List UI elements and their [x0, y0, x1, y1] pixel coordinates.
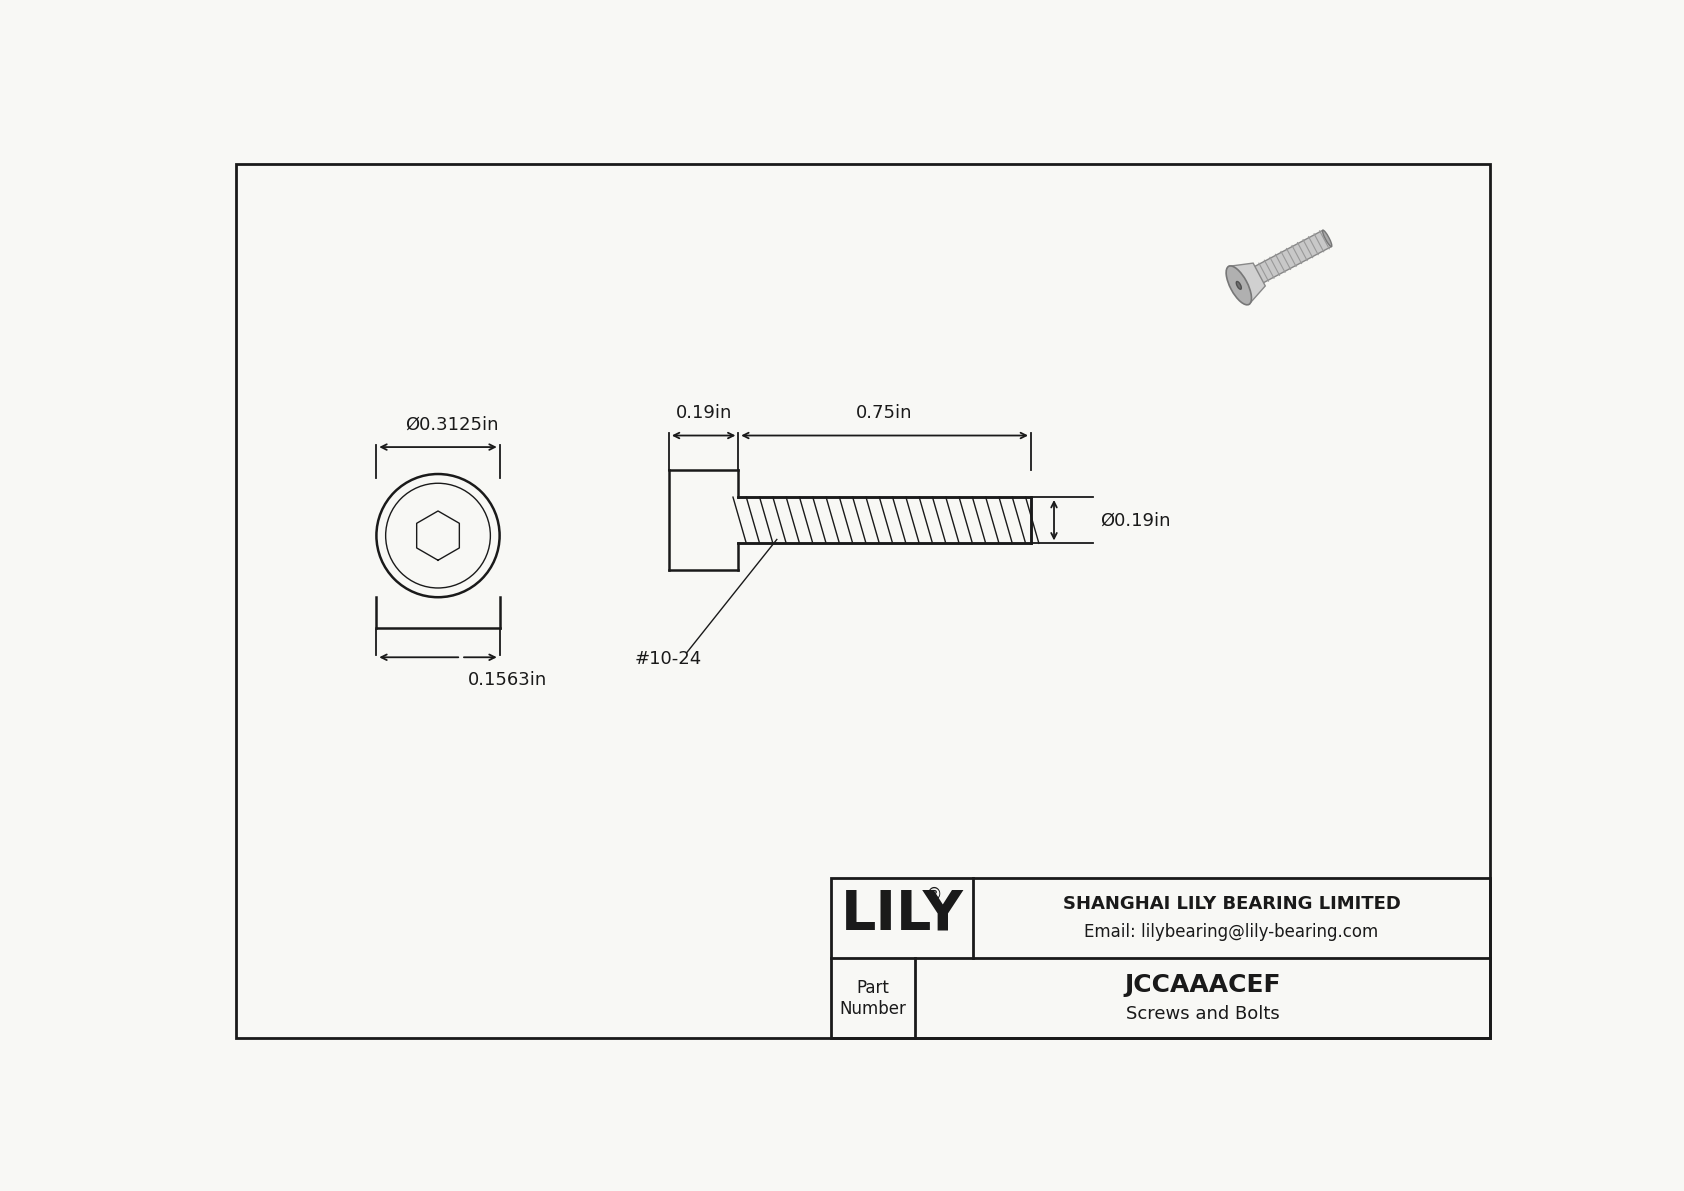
Text: Email: lilybearing@lily-bearing.com: Email: lilybearing@lily-bearing.com	[1084, 923, 1379, 941]
Text: Ø0.19in: Ø0.19in	[1100, 511, 1170, 529]
Text: ®: ®	[926, 886, 943, 904]
Bar	[830, 878, 1490, 1039]
Text: 0.19in: 0.19in	[675, 405, 733, 423]
Polygon shape	[1229, 263, 1265, 305]
Ellipse shape	[1226, 266, 1251, 305]
Text: Screws and Bolts: Screws and Bolts	[1125, 1005, 1280, 1023]
Polygon shape	[1234, 230, 1332, 293]
Text: SHANGHAI LILY BEARING LIMITED: SHANGHAI LILY BEARING LIMITED	[1063, 896, 1401, 913]
Text: 0.75in: 0.75in	[857, 405, 913, 423]
Text: LILY: LILY	[840, 887, 963, 941]
Ellipse shape	[1322, 230, 1332, 247]
Text: Part
Number: Part Number	[840, 979, 906, 1018]
Text: JCCAAACEF: JCCAAACEF	[1125, 973, 1282, 997]
Text: #10-24: #10-24	[635, 650, 702, 668]
Ellipse shape	[1236, 281, 1241, 289]
Text: Ø0.3125in: Ø0.3125in	[406, 416, 498, 434]
Text: 0.1563in: 0.1563in	[468, 672, 547, 690]
